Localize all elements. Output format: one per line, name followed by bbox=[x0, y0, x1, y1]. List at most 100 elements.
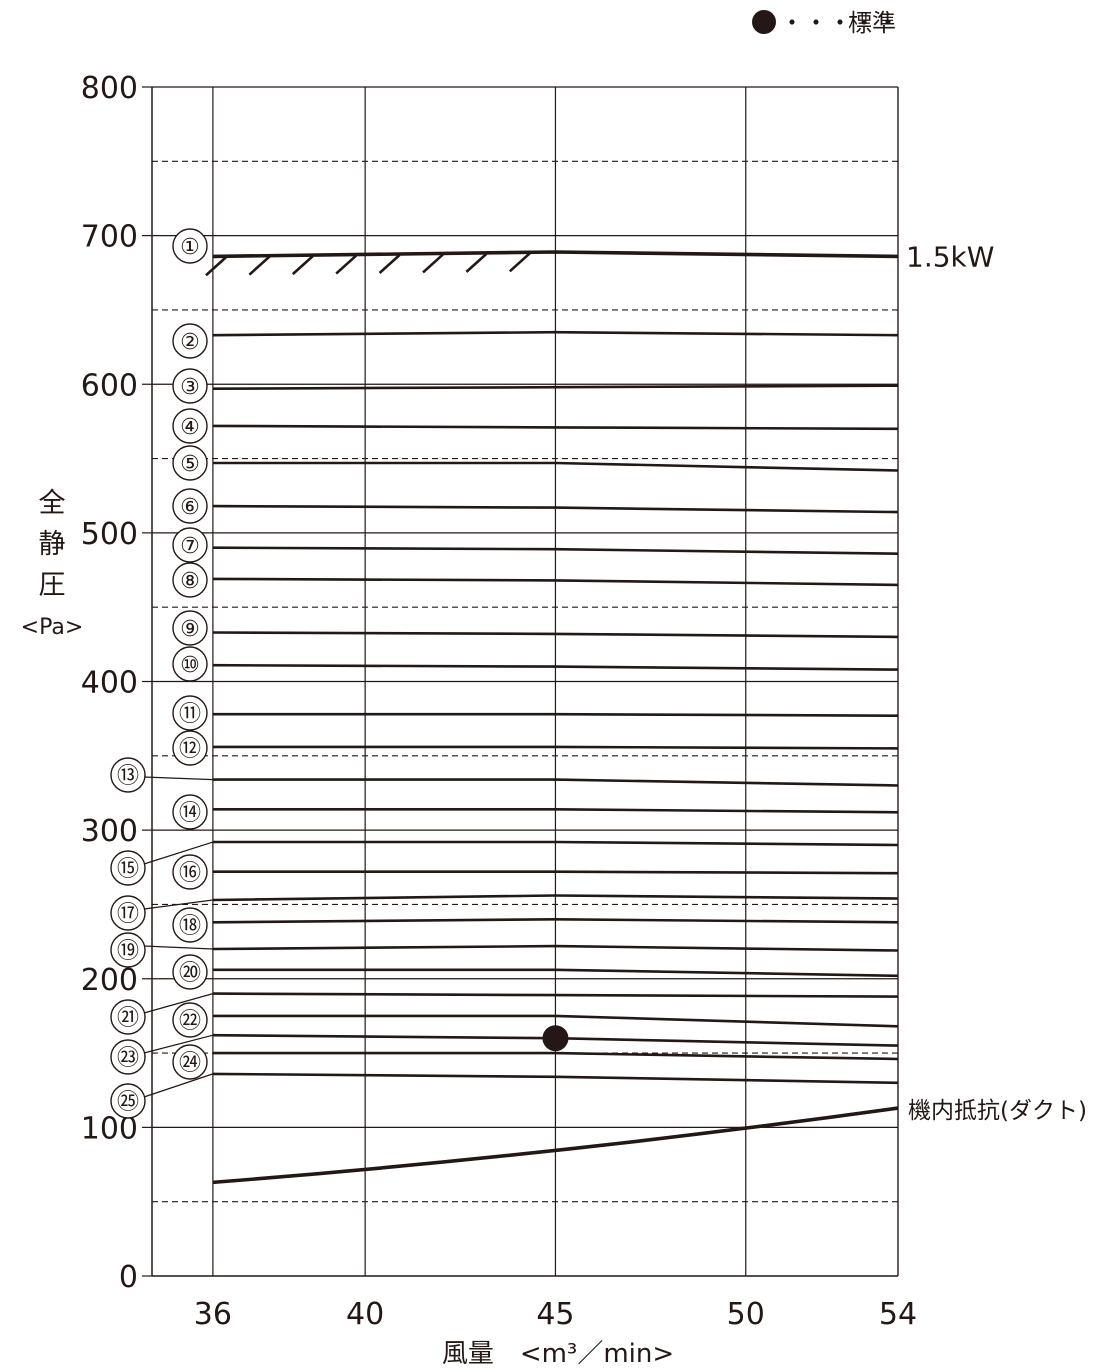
series-layer bbox=[205, 250, 899, 1185]
series-label-24: ㉔ bbox=[179, 1051, 201, 1076]
standard-point bbox=[542, 1025, 569, 1052]
series-line-10 bbox=[212, 663, 899, 671]
y-tick-label-200: 200 bbox=[81, 963, 138, 998]
series-label-9: ⑨ bbox=[180, 617, 200, 642]
series-marker-circle-20 bbox=[172, 954, 208, 990]
series-marker-circle-11 bbox=[172, 695, 208, 731]
series-label-17: ⑰ bbox=[117, 902, 139, 927]
series-label-20: ⑳ bbox=[179, 961, 201, 986]
series-marker-circle-25 bbox=[110, 1083, 146, 1119]
x-tick-label-40: 40 bbox=[346, 1297, 384, 1332]
leader-line-17 bbox=[143, 899, 213, 910]
legend-standard-label: 標準 bbox=[848, 9, 896, 37]
series-label-1: ① bbox=[180, 235, 200, 260]
series-marker-circle-13 bbox=[110, 757, 146, 793]
limit-line bbox=[212, 250, 899, 259]
series-marker-circle-6 bbox=[172, 488, 208, 524]
series-label-13: ⑬ bbox=[117, 764, 139, 789]
x-tick-label-36: 36 bbox=[194, 1297, 232, 1332]
x-axis-title: 風量 <m³／min> bbox=[442, 1339, 674, 1369]
series-line-9 bbox=[212, 631, 899, 639]
y-tick-label-500: 500 bbox=[81, 517, 138, 552]
series-marker-circle-21 bbox=[110, 999, 146, 1035]
axis-titles: 風量 <m³／min> bbox=[442, 1339, 674, 1369]
y-tick-label-800: 800 bbox=[81, 71, 138, 106]
series-line-14 bbox=[212, 808, 899, 814]
series-line-17 bbox=[212, 894, 899, 902]
series-line-2 bbox=[212, 330, 899, 337]
series-label-10: ⑩ bbox=[180, 653, 200, 678]
series-label-25: ㉕ bbox=[117, 1090, 139, 1115]
series-line-15 bbox=[212, 840, 899, 847]
series-marker-circle-8 bbox=[172, 562, 208, 598]
x-tick-label-50: 50 bbox=[727, 1297, 765, 1332]
series-marker-circle-14 bbox=[172, 794, 208, 830]
series-marker-circle-15 bbox=[110, 850, 146, 886]
series-label-3: ③ bbox=[180, 375, 200, 400]
y-tick-label-400: 400 bbox=[81, 666, 138, 701]
y-axis-title-part-2: 圧 bbox=[39, 570, 66, 601]
series-marker-circle-16 bbox=[172, 854, 208, 890]
resistance-curve bbox=[212, 1106, 899, 1185]
series-line-7 bbox=[212, 546, 899, 555]
leader-line-25 bbox=[143, 1073, 214, 1098]
series-line-11 bbox=[212, 712, 899, 717]
leader-line-19 bbox=[143, 945, 213, 950]
series-marker-circle-9 bbox=[172, 610, 208, 646]
legend-dots: ・・・・・ bbox=[780, 9, 900, 37]
leader-line-13 bbox=[143, 776, 213, 781]
limit-hatch-5 bbox=[378, 254, 401, 274]
series-marker-circle-22 bbox=[172, 1002, 208, 1038]
leader-line-23 bbox=[143, 1034, 214, 1054]
series-label-14: ⑭ bbox=[179, 801, 201, 826]
series-line-16 bbox=[212, 870, 899, 875]
series-label-11: ⑪ bbox=[179, 702, 201, 727]
grid bbox=[152, 87, 899, 1276]
series-label-5: ⑤ bbox=[180, 452, 200, 477]
y-axis-title-part-0: 全 bbox=[39, 488, 66, 519]
series-label-19: ⑲ bbox=[117, 939, 139, 964]
series-label-12: ⑫ bbox=[179, 737, 201, 762]
limit-hatch-2 bbox=[248, 255, 271, 276]
resistance-curve-label: 機内抵抗(ダクト) bbox=[908, 1098, 1087, 1124]
series-line-19 bbox=[212, 944, 899, 952]
series-label-4: ④ bbox=[180, 415, 200, 440]
y-tick-label-0: 0 bbox=[119, 1260, 138, 1295]
series-label-15: ⑮ bbox=[117, 857, 139, 882]
series-marker-circle-5 bbox=[172, 445, 208, 481]
series-marker-circle-2 bbox=[172, 323, 208, 359]
y-axis-title-part-1: 静 bbox=[39, 529, 66, 560]
x-tick-label-45: 45 bbox=[536, 1297, 574, 1332]
x-tick-label-54: 54 bbox=[879, 1297, 917, 1332]
series-marker-circle-24 bbox=[172, 1044, 208, 1080]
series-marker-circle-10 bbox=[172, 646, 208, 682]
series-line-4 bbox=[212, 424, 899, 431]
series-marker-circle-19 bbox=[110, 932, 146, 968]
series-line-24 bbox=[212, 1051, 899, 1061]
leader-line-15 bbox=[143, 841, 214, 865]
limit-hatch-4 bbox=[335, 254, 358, 275]
series-line-18 bbox=[212, 917, 899, 924]
series-line-12 bbox=[212, 745, 899, 750]
series-line-25 bbox=[212, 1072, 899, 1085]
series-label-23: ㉓ bbox=[117, 1046, 139, 1071]
series-marker-circle-17 bbox=[110, 895, 146, 931]
series-line-22 bbox=[212, 1014, 899, 1028]
y-tick-label-600: 600 bbox=[81, 368, 138, 403]
series-marker-circle-3 bbox=[172, 368, 208, 404]
series-label-22: ㉒ bbox=[179, 1009, 201, 1034]
limit-hatch-7 bbox=[465, 252, 488, 273]
series-line-8 bbox=[212, 577, 899, 587]
series-line-21 bbox=[212, 992, 899, 998]
series-marker-circle-7 bbox=[172, 527, 208, 563]
series-marker-circle-23 bbox=[110, 1039, 146, 1075]
y-tick-label-700: 700 bbox=[81, 220, 138, 255]
legend-standard-marker bbox=[752, 10, 776, 34]
series-marker-circle-12 bbox=[172, 730, 208, 766]
y-axis-title-part-3: <Pa> bbox=[21, 615, 84, 640]
series-label-18: ⑱ bbox=[179, 914, 201, 939]
series-label-7: ⑦ bbox=[180, 534, 200, 559]
